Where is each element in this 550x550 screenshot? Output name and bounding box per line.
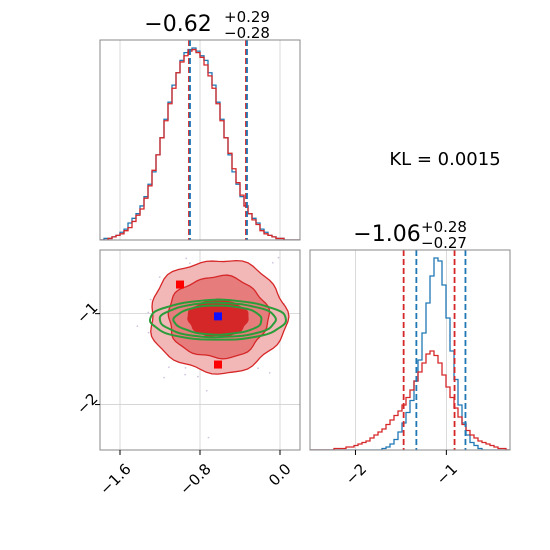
green-contour-0 <box>148 298 287 341</box>
marginal-y-frame <box>309 249 511 451</box>
joint-y-ticks: −1 −2 <box>73 299 101 418</box>
histogram-series-1 <box>310 350 510 450</box>
marginal-x-panel: −0.62 +0.29 −0.28 <box>99 8 301 241</box>
scatter-point <box>147 331 150 334</box>
scatter-point <box>207 436 210 439</box>
marginal-y-title-plus: +0.28 <box>421 218 467 236</box>
marginal-x-title: −0.62 <box>144 12 211 37</box>
marginal-x-title-minus: −0.28 <box>224 24 270 42</box>
scatter-point <box>184 367 187 369</box>
scatter-point <box>189 262 191 265</box>
scatter-point <box>197 375 199 378</box>
histogram-series-1 <box>100 48 300 240</box>
y-tick-label: −2 <box>73 390 101 418</box>
marginal-x-quantile-lines <box>188 40 248 240</box>
scatter-point <box>149 298 152 301</box>
scatter-point <box>163 376 166 379</box>
marginal-y-panel: −2 −1 −1.06 +0.28 −0.27 <box>309 218 511 488</box>
joint-green-contours <box>148 298 287 341</box>
scatter-point <box>147 311 150 314</box>
marginal-x-histograms <box>100 47 300 240</box>
joint-x-ticks: −1.6 −0.8 0.0 <box>96 450 295 499</box>
histogram-series-0 <box>310 257 510 450</box>
marginal-y-x-ticks: −2 −1 <box>342 450 461 488</box>
red-marker-0 <box>176 280 184 289</box>
x-tick-label: −1.6 <box>96 460 134 498</box>
marginal-y-histograms <box>310 257 510 450</box>
y-tick-label: −1 <box>73 299 101 327</box>
scatter-point <box>167 366 170 369</box>
x-tick-label: −1 <box>433 460 461 488</box>
joint-panel: −1.6 −0.8 0.0 −1 −2 <box>73 249 328 499</box>
scatter-point <box>257 367 259 370</box>
x-tick-label: −2 <box>342 460 370 488</box>
scatter-point <box>277 256 280 259</box>
marginal-x-title-center: −0.62 <box>144 12 211 37</box>
scatter-point <box>326 317 328 319</box>
marginal-y-title-center: −1.06 <box>353 222 420 247</box>
scatter-point <box>136 325 139 327</box>
x-tick-label: 0.0 <box>265 460 295 490</box>
scatter-point <box>268 372 271 374</box>
marginal-y-gridlines <box>355 250 447 450</box>
blue-marker-0 <box>214 312 222 321</box>
scatter-point <box>184 373 187 376</box>
marginal-y-title-minus: −0.27 <box>421 234 467 252</box>
scatter-point <box>271 261 274 264</box>
scatter-point <box>205 389 208 392</box>
kl-annotation: KL = 0.0015 <box>389 149 500 170</box>
marginal-y-quantile-lines <box>402 250 467 450</box>
scatter-point <box>185 257 188 260</box>
marginal-x-gridlines <box>119 40 281 240</box>
joint-markers <box>176 280 222 369</box>
green-contour-1 <box>158 301 277 339</box>
green-contour-2 <box>172 304 263 336</box>
x-tick-label: −0.8 <box>176 460 214 498</box>
marginal-x-frame <box>99 39 301 241</box>
scatter-point <box>78 283 80 285</box>
marginal-x-title-plus: +0.29 <box>224 8 270 26</box>
red-marker-1 <box>214 360 222 369</box>
scatter-point <box>158 276 161 278</box>
